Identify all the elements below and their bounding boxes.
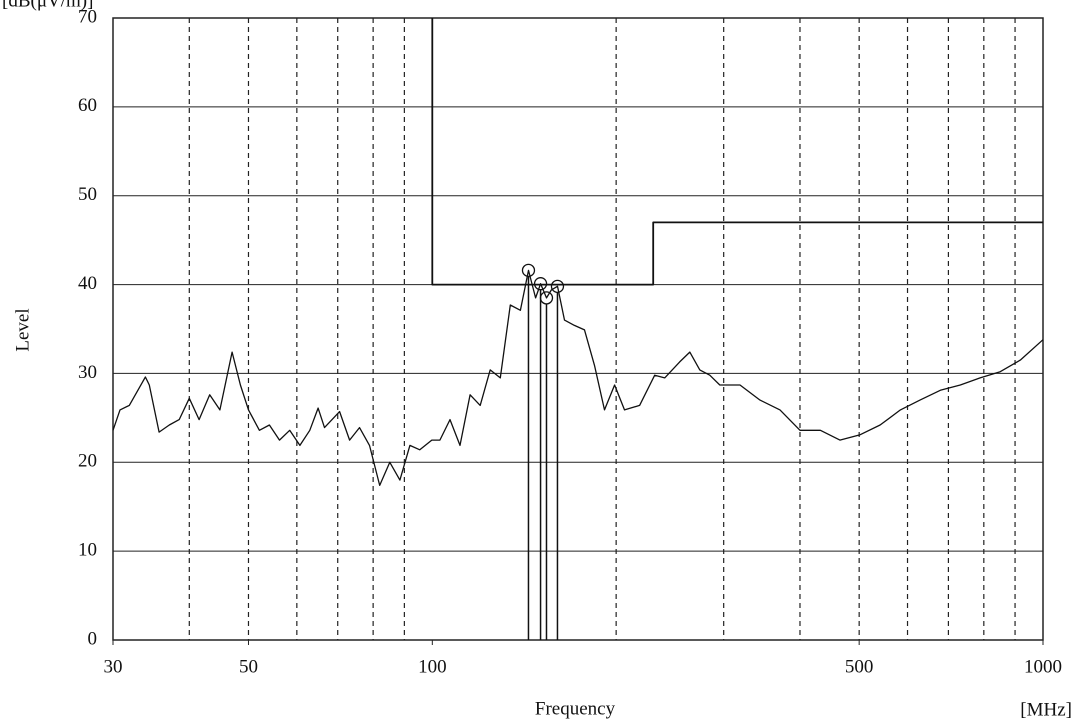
peak-marker — [550, 279, 565, 293]
x-tick-label: 100 — [418, 656, 447, 677]
x-axis-label: Frequency — [535, 698, 616, 719]
x-tick-label: 1000 — [1024, 656, 1062, 677]
y-tick-label: 20 — [78, 451, 97, 472]
x-tick-label: 30 — [104, 656, 123, 677]
y-tick-label: 40 — [78, 273, 97, 294]
y-tick-label: 0 — [88, 628, 98, 649]
x-tick-label: 50 — [239, 656, 258, 677]
y-axis-label: Level — [12, 308, 33, 351]
plot-frame — [112, 17, 1044, 641]
x-unit: [MHz] — [1020, 699, 1072, 720]
series-line — [112, 269, 1044, 487]
y-tick-label: 30 — [78, 362, 97, 383]
y-tick-label: 10 — [78, 540, 97, 561]
peak-marker — [521, 263, 536, 278]
x-tick-label: 500 — [845, 656, 874, 677]
y-tick-label: 50 — [78, 184, 97, 205]
y-tick-label: 60 — [78, 95, 97, 116]
peak-marker — [533, 277, 548, 291]
series-line — [431, 18, 1043, 286]
y-tick-label: 70 — [78, 6, 97, 27]
peak-marker — [539, 291, 554, 305]
y-unit: [dB(μV/m)] — [2, 0, 93, 11]
